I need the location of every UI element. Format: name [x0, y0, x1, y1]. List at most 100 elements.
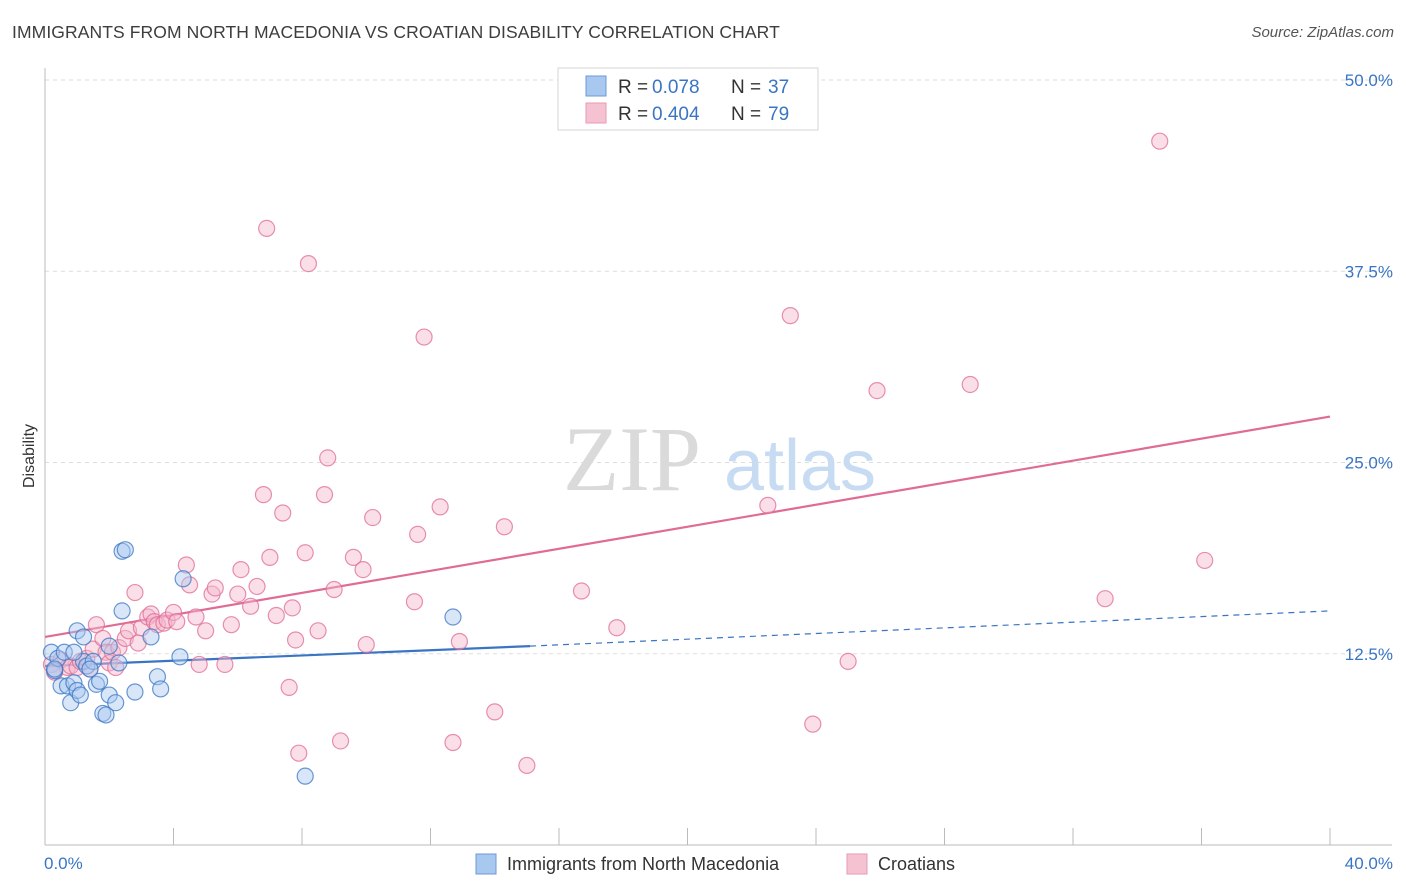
pink-data-point — [206, 579, 224, 597]
legend-r-label-pink: R = — [618, 104, 648, 125]
pink-data-point — [1196, 551, 1214, 570]
blue-data-point — [52, 677, 70, 695]
legend-r-label-blue: R = — [618, 77, 648, 98]
blue-data-point — [152, 680, 170, 698]
pink-data-point — [315, 486, 334, 504]
croatians-points — [42, 132, 1214, 775]
y-tick-label: 12.5% — [1345, 645, 1393, 664]
blue-data-point — [55, 643, 73, 661]
pink-data-point — [258, 219, 276, 238]
pink-data-point — [325, 580, 343, 599]
blue-data-point — [65, 643, 83, 661]
top-legend: R = 0.078 N = 37 R = 0.404 N = 79 — [557, 67, 819, 131]
pink-data-point — [280, 678, 298, 697]
pink-data-point — [222, 616, 240, 634]
pink-data-point — [839, 652, 857, 671]
bottom-legend-swatch-blue — [475, 853, 497, 875]
blue-trend-line — [44, 645, 531, 668]
blue-data-point — [142, 628, 160, 646]
blue-data-point — [81, 660, 99, 678]
pink-data-point — [242, 597, 260, 615]
pink-data-point — [84, 640, 102, 658]
blue-data-point — [116, 541, 134, 559]
blue-data-point — [171, 648, 189, 666]
pink-data-point — [274, 504, 292, 522]
pink-data-point — [87, 616, 106, 634]
pink-data-point — [261, 548, 279, 566]
axes — [44, 68, 1392, 846]
pink-data-point — [804, 715, 822, 733]
pink-data-point — [254, 486, 273, 504]
blue-data-point — [113, 602, 131, 620]
pink-data-point — [155, 614, 173, 632]
bottom-legend: Immigrants from North Macedonia Croatian… — [475, 853, 955, 875]
pink-data-point — [216, 655, 234, 674]
pink-data-point — [1151, 132, 1169, 150]
legend-n-label-pink: N = — [731, 104, 761, 125]
pink-data-point — [405, 593, 424, 611]
pink-data-point — [309, 622, 327, 640]
x-tick-label-max: 40.0% — [1345, 854, 1393, 873]
pink-data-point — [283, 599, 301, 617]
pink-data-point — [290, 744, 308, 762]
pink-data-point — [444, 733, 462, 752]
pink-data-point — [248, 577, 266, 596]
pink-data-point — [344, 548, 362, 566]
watermark-zip: ZIP — [563, 408, 701, 510]
y-tick-label: 25.0% — [1345, 454, 1393, 473]
pink-trend-line — [44, 415, 1331, 639]
legend-swatch-pink — [585, 102, 607, 124]
y-tick-label: 50.0% — [1345, 71, 1393, 90]
pink-data-point — [364, 508, 382, 527]
blue-data-point — [100, 637, 118, 655]
pink-data-point — [164, 603, 183, 622]
pink-data-point — [229, 585, 247, 603]
blue-data-point — [68, 622, 86, 640]
blue-trend-extension — [530, 610, 1331, 647]
pink-data-point — [107, 658, 125, 677]
pink-data-point — [126, 583, 144, 602]
north-macedonia-points — [42, 541, 462, 785]
pink-data-point — [961, 375, 979, 394]
pink-data-point — [415, 328, 433, 346]
blue-data-point — [174, 570, 192, 588]
pink-data-point — [190, 655, 208, 674]
blue-data-point — [71, 686, 89, 704]
pink-data-point — [197, 622, 215, 640]
y-tick-labels: 12.5% 25.0% 37.5% 50.0% — [1345, 71, 1393, 664]
pink-data-point — [409, 525, 427, 544]
pink-data-point — [296, 544, 314, 562]
blue-data-point — [87, 675, 106, 693]
pink-data-point — [1096, 590, 1114, 608]
trend-lines — [44, 415, 1331, 668]
legend-swatch-blue — [585, 75, 607, 97]
pink-data-point — [357, 635, 375, 654]
y-tick-label: 37.5% — [1345, 262, 1393, 281]
pink-data-point — [518, 756, 536, 775]
pink-data-point — [232, 560, 250, 579]
y-axis-title: Disability — [21, 424, 38, 488]
x-tick-label-min: 0.0% — [44, 854, 83, 873]
pink-data-point — [781, 307, 799, 325]
pink-data-point — [495, 518, 513, 536]
chart-title: IMMIGRANTS FROM NORTH MACEDONIA VS CROAT… — [12, 22, 780, 42]
pink-data-point — [119, 622, 138, 640]
blue-data-point — [42, 643, 61, 661]
pink-data-point — [354, 560, 372, 579]
blue-data-point — [68, 681, 86, 700]
pink-data-point — [187, 608, 205, 626]
pink-data-point — [331, 732, 350, 750]
blue-data-point — [74, 628, 93, 646]
legend-n-label-blue: N = — [731, 77, 761, 98]
watermark: ZIP atlas — [563, 408, 876, 510]
watermark-atlas: atlas — [724, 426, 876, 506]
pink-data-point — [759, 496, 777, 514]
legend-n-value-blue: 37 — [768, 77, 789, 98]
blue-data-point — [107, 694, 125, 712]
pink-data-point — [486, 703, 504, 721]
pink-data-point — [319, 449, 337, 467]
bottom-legend-swatch-pink — [846, 853, 868, 875]
pink-data-point — [572, 582, 591, 600]
bottom-legend-label-pink: Croatians — [878, 854, 955, 874]
